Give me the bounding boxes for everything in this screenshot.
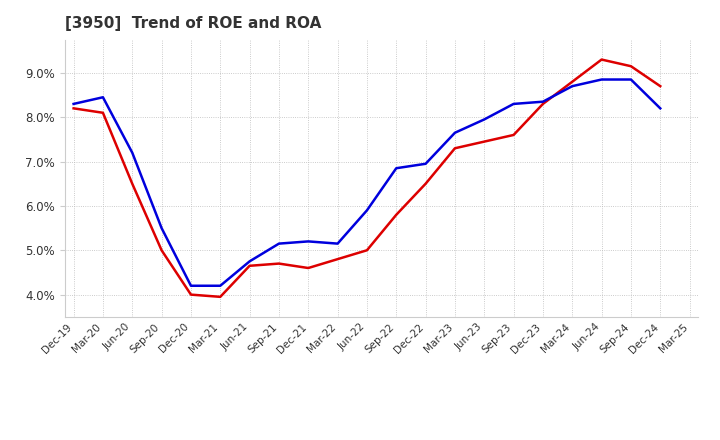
ROA: [157, 225, 166, 231]
ROA: [246, 259, 254, 264]
ROE: [480, 139, 489, 144]
ROA: [480, 117, 489, 122]
ROE: [656, 84, 665, 89]
ROA: [99, 95, 107, 100]
ROA: [128, 150, 137, 155]
ROE: [216, 294, 225, 300]
ROE: [451, 146, 459, 151]
ROA: [216, 283, 225, 288]
ROE: [363, 248, 372, 253]
Line: ROE: ROE: [73, 59, 660, 297]
ROA: [274, 241, 283, 246]
ROA: [333, 241, 342, 246]
ROE: [509, 132, 518, 138]
ROE: [246, 263, 254, 268]
ROE: [274, 261, 283, 266]
ROA: [509, 101, 518, 106]
ROE: [99, 110, 107, 115]
ROA: [539, 99, 547, 104]
ROA: [304, 239, 312, 244]
ROE: [333, 257, 342, 262]
ROA: [363, 208, 372, 213]
ROE: [392, 212, 400, 217]
ROA: [69, 101, 78, 106]
ROA: [392, 165, 400, 171]
ROE: [568, 79, 577, 84]
ROE: [421, 181, 430, 187]
ROA: [451, 130, 459, 136]
ROA: [626, 77, 635, 82]
ROE: [157, 248, 166, 253]
ROE: [539, 101, 547, 106]
Text: [3950]  Trend of ROE and ROA: [3950] Trend of ROE and ROA: [65, 16, 321, 32]
ROE: [304, 265, 312, 271]
ROE: [186, 292, 195, 297]
ROA: [598, 77, 606, 82]
ROA: [656, 106, 665, 111]
ROE: [128, 181, 137, 187]
Line: ROA: ROA: [73, 80, 660, 286]
ROA: [186, 283, 195, 288]
ROA: [568, 84, 577, 89]
ROA: [421, 161, 430, 166]
ROE: [626, 63, 635, 69]
ROE: [69, 106, 78, 111]
ROE: [598, 57, 606, 62]
